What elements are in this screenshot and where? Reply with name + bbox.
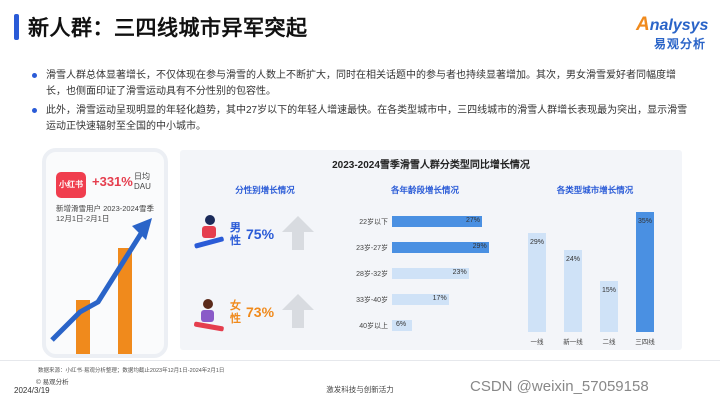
male-pct: 75% — [246, 226, 275, 242]
age-bar — [392, 216, 482, 227]
title-accent-bar — [14, 14, 19, 40]
age-bar — [392, 294, 449, 305]
female-label: 女性 — [230, 300, 241, 325]
growth-trend-line — [50, 230, 145, 342]
age-bar — [392, 320, 412, 331]
age-bar-value: 27% — [466, 217, 481, 224]
age-category-label: 40岁以上 — [359, 323, 388, 330]
city-bar-value: 35% — [637, 218, 652, 225]
male-up-arrow-icon — [282, 216, 314, 250]
age-category-label: 33岁-40岁 — [356, 297, 388, 304]
age-bar-value: 17% — [432, 295, 447, 302]
report-date: 2024/3/19 — [14, 386, 50, 395]
city-section-title: 各类型城市增长情况 — [556, 185, 634, 195]
dau-label: 日均DAU — [134, 172, 151, 191]
age-bar-value: 29% — [472, 243, 487, 250]
chart-panel: 2023-2024雪季滑雪人群分类型同比增长情况 分性别增长情况 男性 75% … — [180, 150, 682, 350]
phone-card: 小红书 +331% 日均DAU 新增滑雪用户 2023-2024雪季 12月1日… — [42, 148, 168, 358]
city-bar-value: 15% — [601, 286, 616, 294]
age-category-label: 28岁-32岁 — [356, 271, 388, 278]
page-title: 新人群：三四线城市异军突起 — [28, 17, 308, 40]
city-bar — [636, 212, 654, 332]
trend-arrow-head — [132, 218, 152, 240]
logo-initial: A — [636, 14, 650, 35]
age-bar — [392, 242, 489, 253]
city-category-label: 三四线 — [635, 339, 655, 346]
age-section-title: 各年龄段增长情况 — [390, 185, 459, 195]
xiaohongshu-app-icon: 小红书 — [56, 172, 86, 198]
footer-divider — [0, 360, 720, 361]
age-category-label: 23岁-27岁 — [356, 245, 388, 252]
female-up-arrow-icon — [282, 294, 314, 328]
age-category-label: 22岁以下 — [359, 219, 388, 226]
city-bar — [564, 249, 582, 332]
city-bar-value: 24% — [565, 255, 580, 263]
footer-slogan: 激发科技与创新活力 — [326, 385, 394, 394]
data-source: 数据来源：小红书·易观分析整理；数据均截止2023年12月1日-2024年2月1… — [38, 368, 225, 374]
age-bar — [392, 268, 469, 279]
chart-panel-title: 2023-2024雪季滑雪人群分类型同比增长情况 — [332, 160, 530, 171]
city-category-label: 一线 — [530, 339, 544, 346]
copyright: © 易观分析 — [36, 379, 69, 386]
city-bar-value: 29% — [529, 238, 544, 246]
male-snowboarder-icon — [194, 215, 224, 249]
logo-subtitle: 易观分析 — [654, 37, 707, 51]
dau-growth-value: +331% — [92, 174, 133, 189]
female-snowboarder-icon — [194, 299, 224, 332]
brand-logo: Analysys 易观分析 — [636, 14, 708, 52]
bullet-item: 滑雪人群总体显著增长，不仅体现在参与滑雪的人数上不断扩大，同时在相关话题中的参与… — [32, 68, 692, 99]
male-label: 男性 — [230, 222, 241, 247]
age-bar-value: 23% — [452, 269, 467, 276]
city-category-label: 新一线 — [563, 339, 583, 346]
bullet-item: 此外，滑雪运动呈现明显的年轻化趋势，其中27岁以下的年轻人增速最快。在各类型城市… — [32, 103, 692, 134]
phone-caption: 新增滑雪用户 2023-2024雪季 12月1日-2月1日 — [56, 204, 154, 223]
city-bar — [528, 232, 546, 332]
csdn-watermark: CSDN @weixin_57059158 — [470, 378, 649, 395]
growth-illustration — [50, 218, 152, 354]
gender-section-title: 分性别增长情况 — [235, 185, 295, 195]
logo-brand-text: nalysys — [649, 17, 709, 34]
city-category-label: 二线 — [602, 339, 616, 346]
female-pct: 73% — [246, 304, 275, 320]
city-bar — [600, 280, 618, 332]
age-bar-value: 6% — [396, 321, 407, 328]
bullet-list: 滑雪人群总体显著增长，不仅体现在参与滑雪的人数上不断扩大，同时在相关话题中的参与… — [32, 68, 692, 138]
logo-wordmark: Analysys — [636, 14, 708, 36]
growth-bar-large — [118, 248, 132, 354]
